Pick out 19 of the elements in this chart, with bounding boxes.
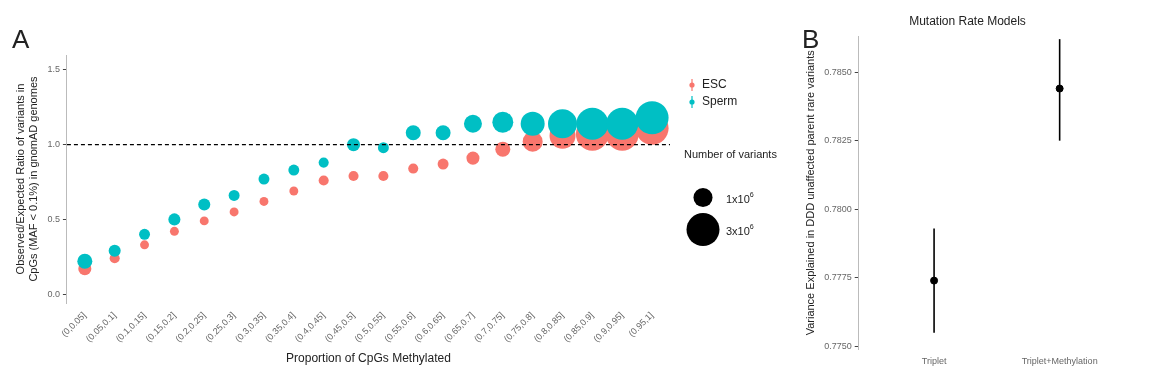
chart-title: Mutation Rate Models [909,13,1026,28]
y-tick-label: 0.5 [47,213,60,224]
legend-title: Number of variants [684,148,778,160]
y-tick-label: 0.7850 [824,66,852,77]
y-axis-title: Observed/Expected Ratio of variants in CpGs (MAF < 0.1%) in gnomAD genomes [13,75,39,282]
y-axis-title: Variance Explained in DDD unaffected parent rare variants [803,49,816,336]
y-tick-label: 0.7825 [824,135,852,146]
y-tick-label: 0.0 [47,288,60,299]
y-tick-label: 1.0 [47,139,60,150]
x-tick-label: Triplet+Methylation [1021,356,1098,367]
y-tick-label: 0.7775 [824,272,852,283]
x-tick-label: Triplet [921,356,947,367]
legend-label: ESC [702,77,728,92]
x-axis-title: Proportion of CpGs Methylated [286,351,451,366]
text: A [12,24,30,54]
y-tick-label: 0.7800 [824,203,852,214]
y-tick-label: 1.5 [47,64,60,75]
y-tick-label: 0.7750 [824,340,852,351]
legend-label: Sperm [702,94,738,109]
